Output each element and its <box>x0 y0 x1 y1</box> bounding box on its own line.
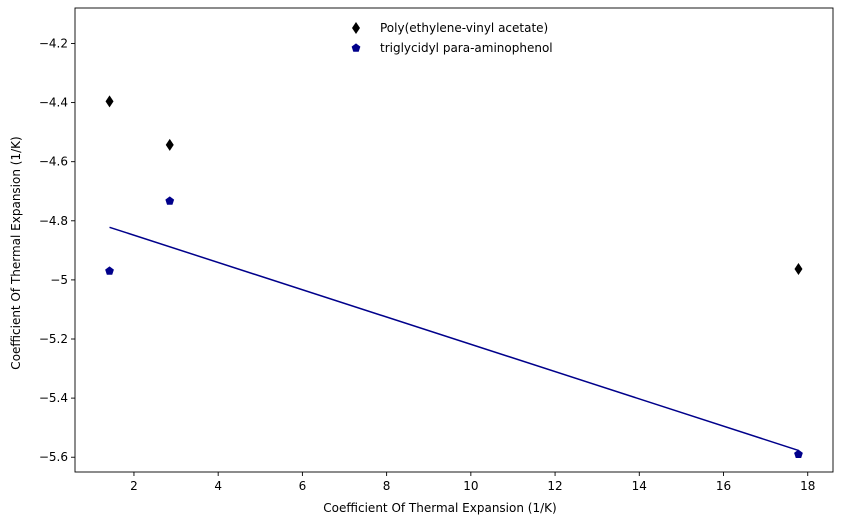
x-tick-label: 2 <box>130 479 138 493</box>
series-2-point-3 <box>794 449 803 458</box>
series-2-point-2 <box>165 196 175 205</box>
y-axis-label: Coefficient Of Thermal Expansion (1/K) <box>9 136 23 369</box>
fit-line <box>109 226 799 452</box>
y-tick-label: −5.2 <box>39 332 68 346</box>
series-2-point-1 <box>105 266 114 275</box>
y-tick-label: −4.6 <box>39 155 68 169</box>
x-tick-label: 18 <box>800 479 815 493</box>
x-axis-label: Coefficient Of Thermal Expansion (1/K) <box>323 501 556 515</box>
legend-marker-2 <box>351 43 361 52</box>
x-tick-label: 4 <box>214 479 222 493</box>
y-tick-label: −5 <box>50 273 68 287</box>
x-tick-label: 14 <box>632 479 647 493</box>
legend: Poly(ethylene-vinyl acetate) triglycidyl … <box>351 21 553 55</box>
y-tick-label: −4.2 <box>39 36 68 50</box>
x-tick-label: 16 <box>716 479 731 493</box>
legend-label-1: Poly(ethylene-vinyl acetate) <box>380 21 548 35</box>
x-tick-label: 10 <box>463 479 478 493</box>
y-axis: −5.6 −5.4 −5.2 −5 −4.8 −4.6 −4.4 −4.2 <box>39 36 75 464</box>
x-tick-label: 8 <box>383 479 391 493</box>
axes-frame <box>74 7 834 473</box>
x-axis: 2 4 6 8 10 12 14 16 18 <box>130 472 815 493</box>
series-1-point-1 <box>105 95 114 108</box>
y-tick-label: −5.6 <box>39 450 68 464</box>
y-tick-label: −4.8 <box>39 214 68 228</box>
x-tick-label: 6 <box>299 479 307 493</box>
x-tick-label: 12 <box>547 479 562 493</box>
series-1-point-2 <box>165 138 174 151</box>
legend-marker-1 <box>352 22 360 34</box>
y-tick-label: −5.4 <box>39 391 68 405</box>
legend-label-2: triglycidyl para-aminophenol <box>380 41 553 55</box>
series-1-point-3 <box>794 262 803 275</box>
plot-area <box>74 7 834 473</box>
y-tick-label: −4.4 <box>39 96 68 110</box>
